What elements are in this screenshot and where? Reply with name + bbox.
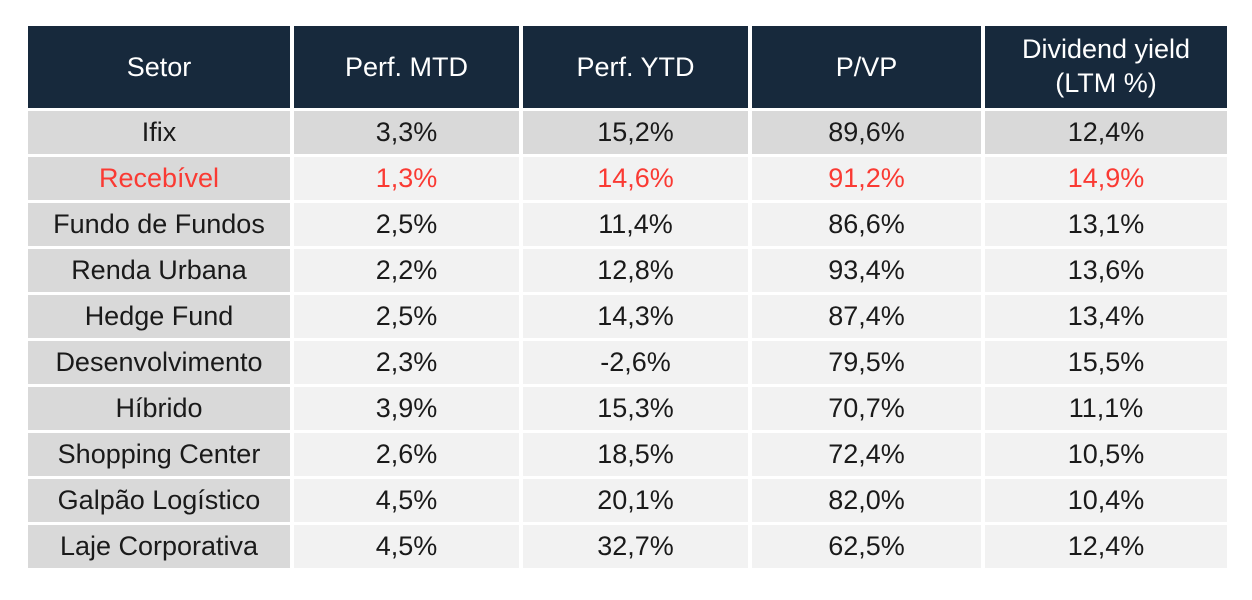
sector-performance-table: Setor Perf. MTD Perf. YTD P/VP Dividend … bbox=[28, 26, 1227, 568]
sector-cell: Desenvolvimento bbox=[28, 341, 290, 384]
sector-cell: Hedge Fund bbox=[28, 295, 290, 338]
sector-cell: Renda Urbana bbox=[28, 249, 290, 292]
value-cell: 13,4% bbox=[985, 295, 1227, 338]
value-cell: 12,8% bbox=[523, 249, 748, 292]
sector-cell: Híbrido bbox=[28, 387, 290, 430]
value-cell: 4,5% bbox=[294, 479, 519, 522]
value-cell: 12,4% bbox=[985, 525, 1227, 568]
col-header-perf-ytd: Perf. YTD bbox=[523, 26, 748, 108]
value-cell: 86,6% bbox=[752, 203, 981, 246]
sector-cell: Laje Corporativa bbox=[28, 525, 290, 568]
value-cell: 14,3% bbox=[523, 295, 748, 338]
col-header-pvp: P/VP bbox=[752, 26, 981, 108]
value-cell: 10,4% bbox=[985, 479, 1227, 522]
value-cell: 18,5% bbox=[523, 433, 748, 476]
value-cell: 15,2% bbox=[523, 111, 748, 154]
value-cell: 20,1% bbox=[523, 479, 748, 522]
value-cell: -2,6% bbox=[523, 341, 748, 384]
sector-cell: Shopping Center bbox=[28, 433, 290, 476]
value-cell: 15,3% bbox=[523, 387, 748, 430]
value-cell: 15,5% bbox=[985, 341, 1227, 384]
value-cell: 72,4% bbox=[752, 433, 981, 476]
sector-cell: Fundo de Fundos bbox=[28, 203, 290, 246]
sector-cell: Galpão Logístico bbox=[28, 479, 290, 522]
value-cell: 2,3% bbox=[294, 341, 519, 384]
value-cell: 4,5% bbox=[294, 525, 519, 568]
value-cell: 2,5% bbox=[294, 295, 519, 338]
col-header-perf-mtd: Perf. MTD bbox=[294, 26, 519, 108]
value-cell: 2,6% bbox=[294, 433, 519, 476]
value-cell: 10,5% bbox=[985, 433, 1227, 476]
sector-cell: Ifix bbox=[28, 111, 290, 154]
col-header-dividend-yield: Dividend yield (LTM %) bbox=[985, 26, 1227, 108]
value-cell: 11,1% bbox=[985, 387, 1227, 430]
value-cell: 13,1% bbox=[985, 203, 1227, 246]
value-cell: 82,0% bbox=[752, 479, 981, 522]
value-cell: 32,7% bbox=[523, 525, 748, 568]
value-cell: 12,4% bbox=[985, 111, 1227, 154]
value-cell: 91,2% bbox=[752, 157, 981, 200]
sector-cell: Recebível bbox=[28, 157, 290, 200]
value-cell: 89,6% bbox=[752, 111, 981, 154]
value-cell: 93,4% bbox=[752, 249, 981, 292]
value-cell: 3,9% bbox=[294, 387, 519, 430]
value-cell: 2,2% bbox=[294, 249, 519, 292]
value-cell: 14,6% bbox=[523, 157, 748, 200]
value-cell: 13,6% bbox=[985, 249, 1227, 292]
value-cell: 2,5% bbox=[294, 203, 519, 246]
value-cell: 70,7% bbox=[752, 387, 981, 430]
value-cell: 1,3% bbox=[294, 157, 519, 200]
value-cell: 3,3% bbox=[294, 111, 519, 154]
value-cell: 11,4% bbox=[523, 203, 748, 246]
col-header-setor: Setor bbox=[28, 26, 290, 108]
value-cell: 87,4% bbox=[752, 295, 981, 338]
value-cell: 14,9% bbox=[985, 157, 1227, 200]
value-cell: 79,5% bbox=[752, 341, 981, 384]
value-cell: 62,5% bbox=[752, 525, 981, 568]
